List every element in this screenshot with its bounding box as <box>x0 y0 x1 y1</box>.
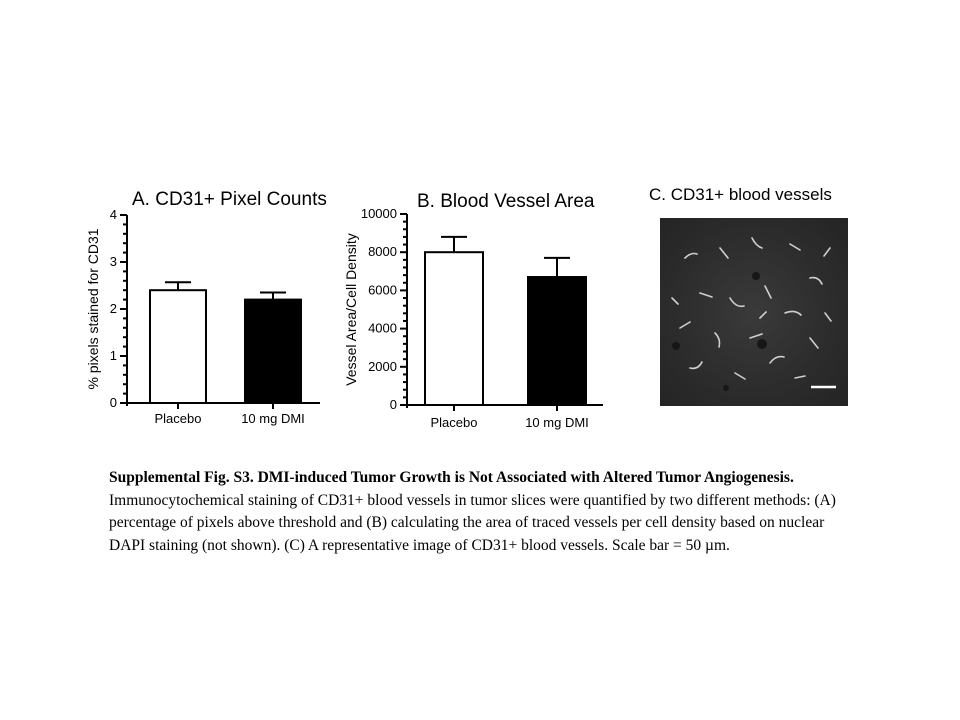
chart-title: A. CD31+ Pixel Counts <box>132 189 327 210</box>
y-tick-label: 0 <box>390 397 397 412</box>
y-axis-label: % pixels stained for CD31 <box>85 228 101 389</box>
category-label: 10 mg DMI <box>525 415 589 430</box>
chart-title: B. Blood Vessel Area <box>417 191 595 212</box>
y-tick-label: 10000 <box>361 206 397 221</box>
bar-dmi <box>527 276 587 406</box>
bar-placebo <box>149 289 207 404</box>
caption-title: Supplemental Fig. S3. DMI-induced Tumor … <box>109 469 794 486</box>
chart-b-blood-vessel-area: B. Blood Vessel Area Vessel Area/Cell Den… <box>343 191 603 430</box>
y-axis-label: Vessel Area/Cell Density <box>343 233 359 386</box>
y-tick-label: 3 <box>110 254 117 269</box>
y-tick-label: 2 <box>110 301 117 316</box>
chart-a-pixel-counts: A. CD31+ Pixel Counts % pixels stained fo… <box>85 189 327 426</box>
bar-placebo <box>424 251 484 406</box>
y-tick-label: 4000 <box>368 321 397 336</box>
y-tick-label: 2000 <box>368 359 397 374</box>
bar-dmi <box>244 298 302 404</box>
y-tick-label: 8000 <box>368 244 397 259</box>
panel-c-title: C. CD31+ blood vessels <box>649 185 832 204</box>
category-label: 10 mg DMI <box>241 411 305 426</box>
category-label: Placebo <box>431 415 478 430</box>
cd31-micrograph-image <box>660 218 848 406</box>
y-tick-label: 4 <box>110 207 117 222</box>
y-tick-label: 1 <box>110 348 117 363</box>
figure-caption: Supplemental Fig. S3. DMI-induced Tumor … <box>109 467 854 557</box>
caption-body: Immunocytochemical staining of CD31+ blo… <box>109 491 836 554</box>
y-tick-label: 0 <box>110 395 117 410</box>
category-label: Placebo <box>155 411 202 426</box>
micrograph-vessels <box>671 237 836 391</box>
y-tick-label: 6000 <box>368 282 397 297</box>
